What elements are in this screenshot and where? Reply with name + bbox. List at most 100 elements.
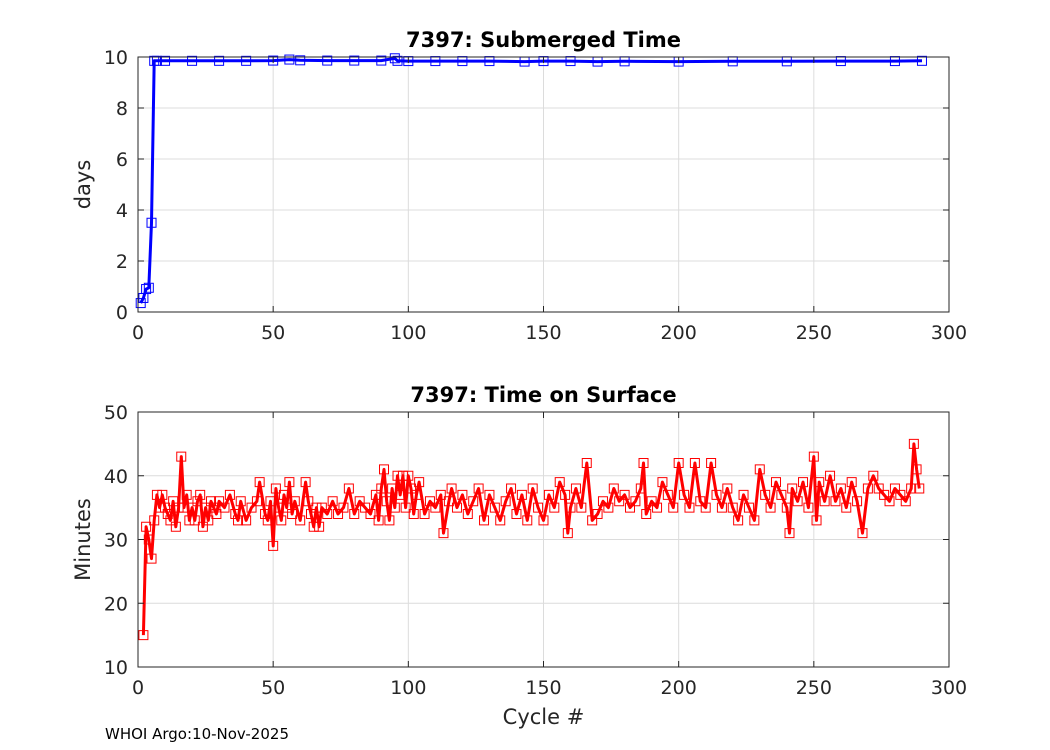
data-point-marker [414,477,425,488]
data-point-marker [760,489,771,500]
data-point-marker [576,502,587,513]
data-point-marker [614,496,625,507]
data-point-marker [160,502,171,513]
data-point-marker [284,477,295,488]
x-tick-label: 50 [261,677,285,699]
data-point-marker [397,470,408,481]
data-point-marker [143,534,154,545]
data-point-marker [424,496,435,507]
data-point-marker [205,496,216,507]
data-point-marker [230,509,241,519]
data-point-marker [814,477,825,488]
data-point-marker [479,515,490,526]
data-point-marker [857,528,868,539]
data-point-marker [446,483,457,494]
data-point-marker [679,489,690,500]
y-axis-label: days [71,160,95,210]
data-point-marker [173,502,184,513]
data-point-marker [776,489,787,500]
data-point-marker [749,515,760,526]
data-point-marker [868,470,879,481]
data-point-marker [146,553,157,564]
data-point-marker [224,489,235,500]
data-point-marker [265,496,276,507]
data-point-marker [268,540,279,551]
data-point-marker [533,502,544,513]
data-point-marker [141,284,152,295]
data-point-marker [587,515,598,526]
data-point-marker [468,496,479,507]
data-point-marker [716,502,727,513]
data-point-marker [322,55,333,66]
y-tick-label: 30 [104,530,128,552]
data-point-marker [700,502,711,513]
data-point-marker [695,496,706,507]
data-point-marker [581,458,592,468]
data-point-marker [462,509,473,519]
data-point-marker [597,496,608,507]
data-point-marker [825,470,836,481]
data-point-marker [379,464,390,475]
data-point-marker [241,515,252,526]
data-point-marker [389,502,400,513]
data-point-marker [765,502,776,513]
data-point-marker [835,483,846,494]
data-point-marker [349,509,360,519]
data-point-marker [906,483,917,494]
chart-title: 7397: Time on Surface [410,383,676,407]
data-point-marker [365,509,376,519]
data-point-marker [754,464,765,475]
data-point-marker [592,509,603,519]
data-point-marker [706,458,717,468]
data-point-marker [203,515,214,526]
data-point-marker [246,502,257,513]
x-tick-label: 300 [931,322,967,344]
data-point-marker [808,451,819,462]
data-point-marker [295,515,306,526]
data-point-marker [641,509,652,519]
data-point-marker [157,489,168,500]
data-point-marker [273,502,284,513]
data-point-marker [254,477,265,488]
y-tick-label: 20 [104,593,128,615]
data-point-marker [322,509,333,519]
series-line [139,56,923,304]
data-point-marker [489,502,500,513]
data-point-marker [625,502,636,513]
data-point-marker [852,496,863,507]
data-point-marker [135,298,146,309]
data-point-marker [684,502,695,513]
data-point-marker [373,515,384,526]
data-point-marker [895,489,906,500]
y-tick-label: 4 [116,200,128,222]
x-tick-label: 250 [796,677,832,699]
data-point-marker [376,55,387,66]
data-point-marker [143,282,154,293]
data-point-marker [914,483,925,494]
y-tick-label: 0 [116,302,128,324]
data-point-marker [673,458,684,468]
data-point-marker [138,630,149,641]
data-point-marker [392,55,403,66]
data-point-marker [343,483,354,494]
data-point-marker [603,502,614,513]
x-axis-label: Cycle # [503,705,585,729]
x-tick-label: 50 [261,322,285,344]
data-point-marker [208,502,219,513]
data-point-marker [652,502,663,513]
data-point-marker [638,458,649,468]
data-point-marker [733,515,744,526]
data-point-marker [900,496,911,507]
x-tick-label: 250 [796,322,832,344]
data-point-marker [262,515,273,526]
data-point-marker [646,496,657,507]
data-point-marker [846,477,857,488]
data-point-marker [192,496,203,507]
data-point-marker [211,509,222,519]
y-tick-label: 2 [116,251,128,273]
data-point-marker [187,502,198,513]
x-tick-label: 0 [132,677,144,699]
x-tick-label: 150 [525,322,561,344]
chart-title: 7397: Submerged Time [406,28,681,52]
data-point-marker [408,509,419,519]
